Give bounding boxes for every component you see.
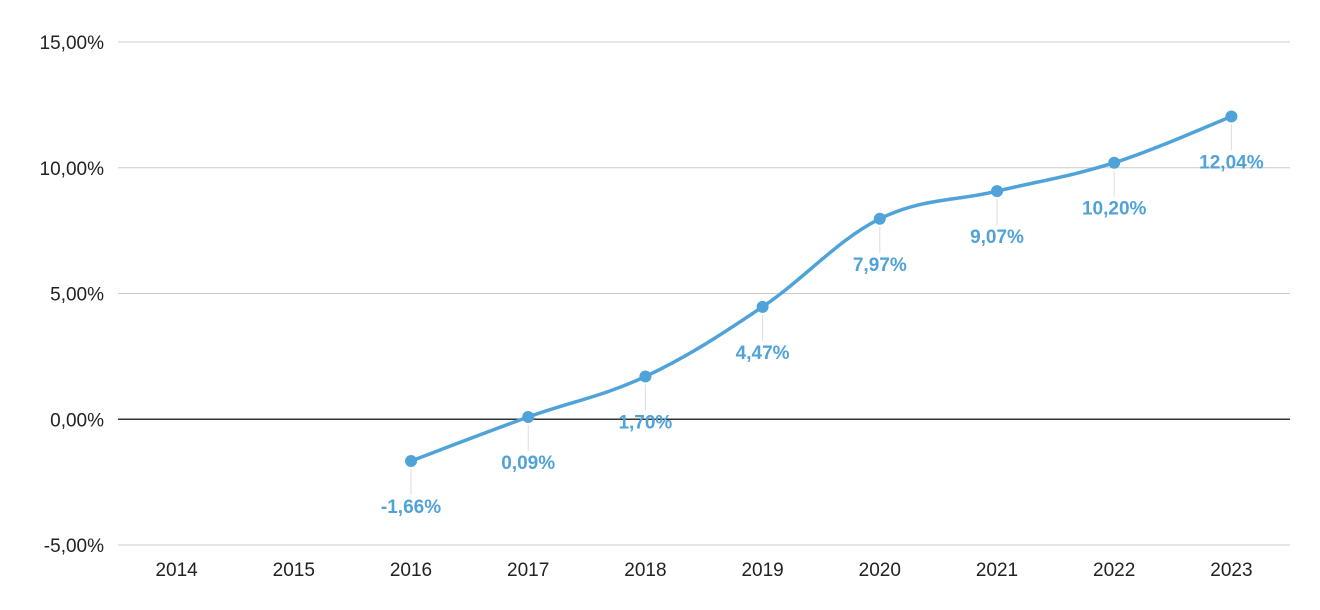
y-tick-label: 0,00% xyxy=(50,410,104,431)
data-point xyxy=(756,300,769,313)
y-tick-label: 5,00% xyxy=(50,285,104,306)
x-tick-label: 2023 xyxy=(1210,560,1252,581)
data-label: 1,70% xyxy=(618,412,672,433)
series-line xyxy=(409,114,1234,463)
x-tick-label: 2017 xyxy=(507,560,549,581)
data-label: -1,66% xyxy=(381,497,441,518)
data-point xyxy=(991,185,1003,198)
x-tick-label: 2020 xyxy=(859,560,901,581)
data-point xyxy=(639,370,652,383)
x-tick-label: 2022 xyxy=(1093,560,1135,581)
data-label: 12,04% xyxy=(1199,152,1264,173)
x-tick-label: 2016 xyxy=(390,560,432,581)
y-axis-ticks: 15,00% 10,00% 5,00% 0,00% -5,00% xyxy=(40,33,105,557)
data-labels: -1,66% 0,09% 1,70% 4,47% 7,97% 9,07% 10,20% 12,… xyxy=(381,124,1264,518)
data-label: 0,09% xyxy=(501,453,555,474)
grid-lines xyxy=(118,41,1290,546)
data-point xyxy=(1225,110,1238,123)
x-tick-label: 2015 xyxy=(273,560,315,581)
x-tick-label: 2018 xyxy=(624,560,666,581)
data-point xyxy=(522,410,535,423)
data-point xyxy=(873,212,886,225)
data-label: 9,07% xyxy=(970,227,1024,248)
data-label: 10,20% xyxy=(1082,199,1147,220)
y-tick-label: 15,00% xyxy=(40,33,105,54)
data-point xyxy=(1108,156,1121,169)
data-point xyxy=(405,454,417,467)
data-label: 4,47% xyxy=(736,343,790,364)
y-tick-label: 10,00% xyxy=(40,159,105,180)
data-label: 7,97% xyxy=(853,255,907,276)
x-tick-label: 2021 xyxy=(976,560,1018,581)
y-tick-label: -5,00% xyxy=(44,536,104,557)
series xyxy=(405,110,1238,467)
x-axis-ticks: 2014 2015 2016 2017 2018 2019 2020 2021 2022 2023 xyxy=(155,560,1252,581)
x-tick-label: 2019 xyxy=(741,560,783,581)
x-tick-label: 2014 xyxy=(155,560,198,581)
